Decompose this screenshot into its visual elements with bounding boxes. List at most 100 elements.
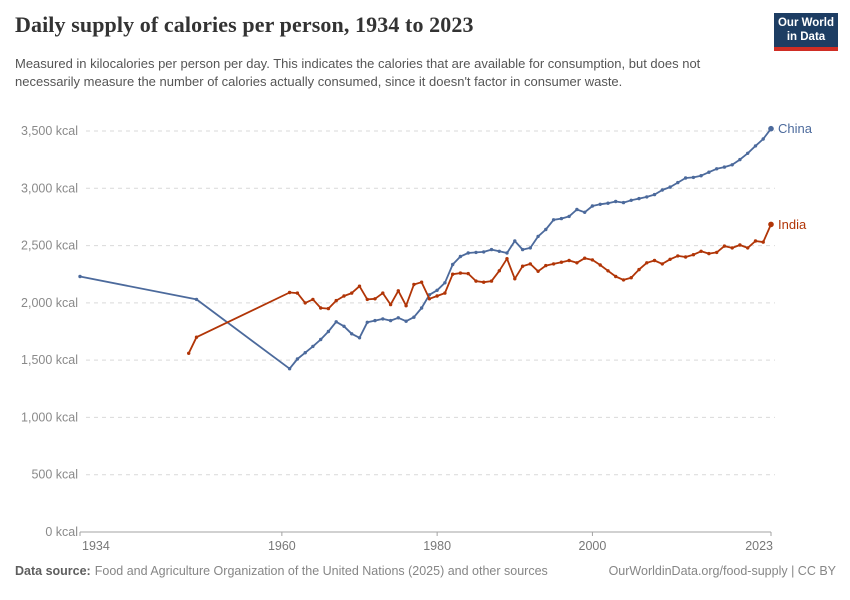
data-point-china xyxy=(474,250,478,255)
data-point-india xyxy=(722,244,727,248)
gridlines xyxy=(86,130,775,476)
data-point-india xyxy=(287,290,292,295)
data-point-india xyxy=(396,289,400,293)
data-point-india xyxy=(567,258,571,263)
data-point-china xyxy=(575,207,579,212)
data-point-china xyxy=(381,317,385,321)
data-point-china xyxy=(746,151,750,155)
data-point-china xyxy=(435,288,439,292)
data-point-china xyxy=(334,320,338,324)
data-point-india xyxy=(761,240,765,244)
data-point-india xyxy=(536,269,540,273)
data-point-india xyxy=(730,246,734,250)
x-tick-label: 1980 xyxy=(423,539,451,553)
data-point-china xyxy=(676,180,680,185)
data-point-india xyxy=(637,267,641,272)
data-point-india xyxy=(482,280,486,284)
footer: Data source: Food and Agriculture Organiz… xyxy=(15,564,836,578)
data-point-china xyxy=(342,324,346,328)
owid-logo[interactable]: Our World in Data xyxy=(774,13,838,51)
data-point-china xyxy=(520,247,525,252)
data-point-china xyxy=(583,210,587,214)
data-point-china xyxy=(528,246,532,250)
x-tick-label: 1960 xyxy=(268,539,296,553)
data-point-india xyxy=(660,262,664,266)
data-point-india xyxy=(412,282,416,287)
data-point-china xyxy=(707,170,711,174)
data-point-india xyxy=(598,263,602,267)
data-point-india xyxy=(746,246,750,250)
x-tick-label: 1934 xyxy=(82,539,110,553)
data-point-india xyxy=(435,294,439,298)
y-tick-label: 2,000 kcal xyxy=(21,296,78,310)
data-point-china xyxy=(559,216,564,221)
data-point-india xyxy=(691,253,696,257)
x-axis xyxy=(79,531,772,536)
data-point-china xyxy=(419,306,424,310)
y-axis-labels: 0 kcal 500 kcal 1,000 kcal 1,500 kcal 2,000 … xyxy=(21,124,78,539)
data-point-india xyxy=(676,254,680,258)
series-line-china[interactable] xyxy=(79,127,772,370)
data-point-india xyxy=(489,279,494,283)
data-point-india xyxy=(668,257,672,261)
x-tick-label: 2023 xyxy=(745,539,773,553)
data-point-china xyxy=(715,167,719,171)
data-point-china xyxy=(287,367,292,371)
data-point-china xyxy=(722,165,727,169)
data-point-india xyxy=(404,304,408,308)
data-point-china xyxy=(311,344,315,349)
data-point-china xyxy=(458,254,463,259)
data-point-china xyxy=(598,202,602,206)
series-line-india[interactable] xyxy=(187,223,772,355)
data-point-india xyxy=(505,257,509,261)
y-tick-label: 3,500 kcal xyxy=(21,124,78,138)
data-point-china xyxy=(544,227,548,232)
y-tick-label: 500 kcal xyxy=(31,468,78,482)
footer-link[interactable]: OurWorldinData.org/food-supply | CC BY xyxy=(608,564,836,578)
data-point-india xyxy=(497,269,501,273)
data-point-china xyxy=(621,200,626,205)
data-point-china xyxy=(551,218,556,222)
data-point-china xyxy=(645,195,649,199)
data-point-china xyxy=(365,320,369,324)
data-point-india xyxy=(474,279,478,283)
data-point-china xyxy=(326,329,331,334)
chart-subtitle: Measured in kilocalories per person per … xyxy=(15,56,701,90)
data-point-china xyxy=(652,192,657,197)
data-point-india xyxy=(295,291,300,295)
data-point-china xyxy=(738,157,742,162)
data-point-india xyxy=(583,256,587,260)
data-point-india xyxy=(419,280,424,284)
data-point-india xyxy=(753,239,758,243)
data-point-china xyxy=(668,185,672,189)
data-point-china xyxy=(489,247,494,252)
data-point-india xyxy=(373,297,377,301)
series-label-india[interactable]: India xyxy=(778,217,807,232)
data-point-india xyxy=(715,250,719,255)
data-point-china xyxy=(404,319,408,323)
data-point-china xyxy=(699,174,703,178)
y-tick-label: 1,500 kcal xyxy=(21,353,78,367)
data-point-india xyxy=(357,284,362,288)
data-point-india xyxy=(451,272,455,276)
data-point-india xyxy=(513,277,517,281)
data-point-india xyxy=(194,335,199,339)
data-point-india xyxy=(466,271,470,276)
data-point-india xyxy=(645,261,649,265)
data-point-india xyxy=(350,291,354,295)
series-india: India xyxy=(187,217,807,355)
data-point-india xyxy=(544,263,548,268)
data-point-india xyxy=(683,255,688,259)
data-point-india xyxy=(311,297,315,302)
data-point-china xyxy=(730,163,734,167)
data-point-india xyxy=(326,306,331,311)
data-point-china xyxy=(303,351,307,355)
series-label-china[interactable]: China xyxy=(778,121,813,136)
data-point-china xyxy=(683,176,688,180)
data-point-india xyxy=(707,251,711,256)
datasource-text: Food and Agriculture Organization of the… xyxy=(94,564,548,578)
y-tick-label: 2,500 kcal xyxy=(21,239,78,253)
data-point-china xyxy=(513,239,517,243)
data-point-china xyxy=(78,274,82,279)
